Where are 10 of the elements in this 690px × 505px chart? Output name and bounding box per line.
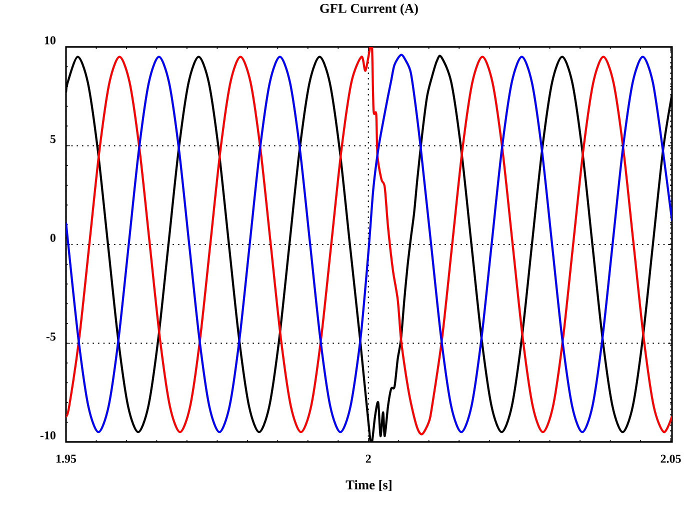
y-tick-label: -5 <box>46 332 56 341</box>
x-axis-title: Time [s] <box>346 480 392 492</box>
x-tick-label: 2.05 <box>660 454 681 463</box>
chart-title: GFL Current (A) <box>320 4 418 16</box>
x-tick-label: 1.95 <box>56 454 76 463</box>
y-tick-label: 5 <box>50 135 56 144</box>
y-tick-label: 0 <box>50 234 56 242</box>
y-tick-label: 10 <box>44 36 56 44</box>
y-tick-label: -10 <box>40 431 56 440</box>
x-tick-label: 2 <box>366 454 371 463</box>
